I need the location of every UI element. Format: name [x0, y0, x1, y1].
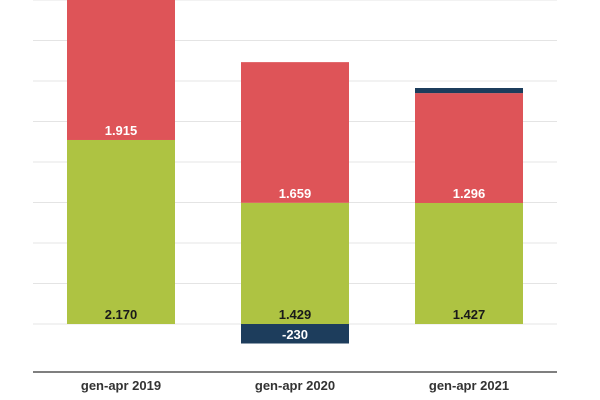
bar-segment — [241, 324, 349, 344]
bar-segment — [241, 62, 349, 203]
bar-segment — [415, 93, 523, 203]
bar-segment — [415, 88, 523, 94]
data-label: -230 — [282, 327, 308, 342]
bars — [67, 0, 523, 344]
bar-segment — [67, 0, 175, 140]
data-label: 1.296 — [453, 186, 486, 201]
x-tick-label: gen-apr 2019 — [81, 378, 161, 393]
bar-segment — [241, 202, 349, 324]
bar-segment — [67, 139, 175, 324]
data-labels: 2.170 1.915 1.429 1.659 -230 1.427 1.296 — [105, 123, 486, 342]
data-label: 2.170 — [105, 307, 138, 322]
data-label: 1.427 — [453, 307, 486, 322]
data-label: 1.429 — [279, 307, 312, 322]
x-tick-labels: gen-apr 2019 gen-apr 2020 gen-apr 2021 — [81, 378, 509, 393]
data-label: 1.659 — [279, 186, 312, 201]
x-tick-label: gen-apr 2020 — [255, 378, 335, 393]
x-tick-label: gen-apr 2021 — [429, 378, 509, 393]
bar-segment — [415, 202, 523, 324]
data-label: 1.915 — [105, 123, 138, 138]
